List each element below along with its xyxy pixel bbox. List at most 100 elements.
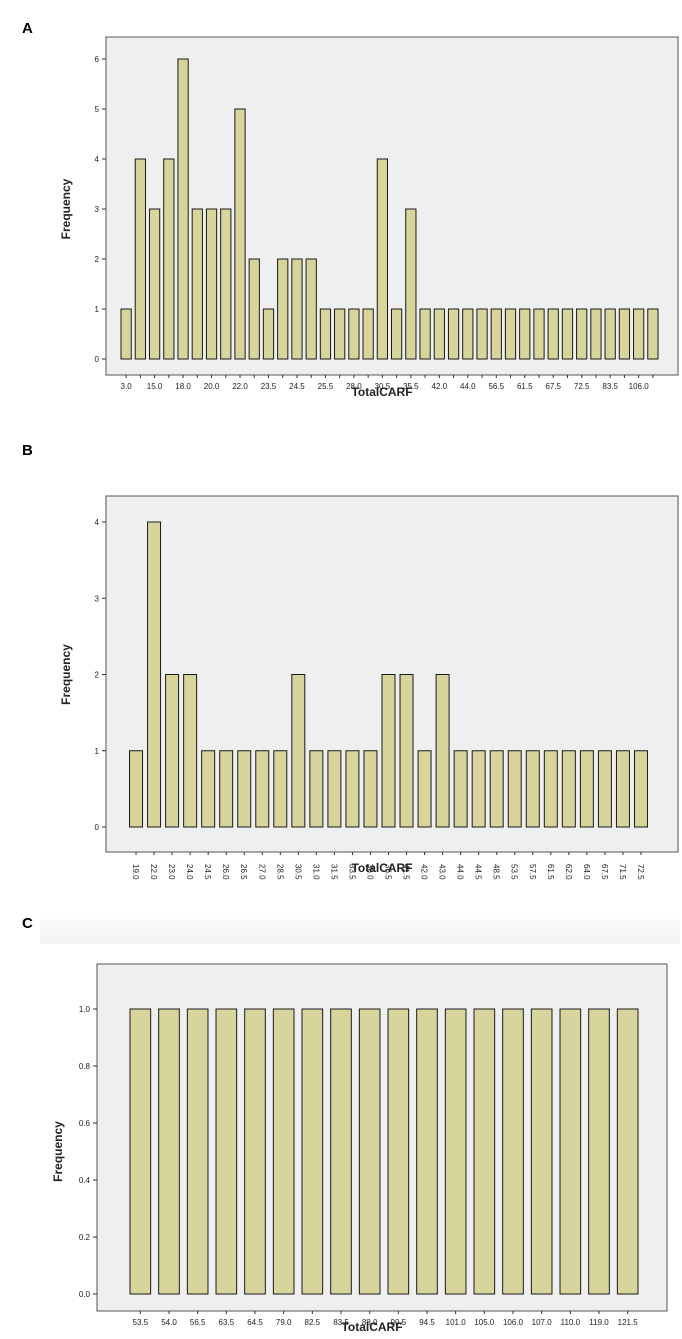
y-tick-label: 0.6 [79, 1119, 91, 1128]
x-tick-label: 36.0 [365, 864, 374, 880]
x-tick-label: 44.5 [474, 864, 483, 880]
bar [158, 1008, 180, 1295]
y-tick-label: 4 [95, 155, 100, 164]
bar [576, 308, 588, 360]
x-tick-label: 41.5 [402, 864, 411, 880]
bar [588, 1008, 610, 1295]
bar [433, 308, 445, 360]
x-tick-label: 28.0 [346, 382, 362, 391]
bar [502, 1008, 524, 1295]
x-tick-label: 83.5 [333, 1318, 349, 1327]
bar [215, 1008, 238, 1295]
x-axis-title: TotalCARF [351, 385, 412, 399]
bar [547, 308, 559, 360]
bar [490, 308, 502, 360]
x-tick-label: 110.0 [561, 1318, 581, 1327]
bar [615, 750, 630, 828]
bar [561, 308, 574, 360]
bar [244, 1008, 266, 1295]
x-tick-label: 88.0 [362, 1318, 378, 1327]
x-tick-label: 57.5 [528, 864, 537, 880]
bar [219, 750, 234, 828]
x-tick-label: 42.0 [420, 864, 429, 880]
y-tick-label: 1 [95, 305, 100, 314]
x-tick-label: 107.0 [532, 1318, 553, 1327]
x-tick-label: 35.5 [403, 382, 419, 391]
bar [291, 258, 303, 360]
x-tick-label: 72.5 [574, 382, 590, 391]
bar [381, 674, 396, 828]
x-tick-label: 94.5 [419, 1318, 435, 1327]
y-tick-label: 0 [95, 355, 100, 364]
x-tick-label: 61.5 [517, 382, 533, 391]
bar [305, 258, 317, 360]
bar [543, 750, 558, 828]
bar [616, 1008, 639, 1295]
bar [309, 750, 324, 828]
x-tick-label: 62.0 [564, 864, 573, 880]
bar [533, 308, 545, 360]
bar [220, 208, 232, 360]
bar [319, 308, 332, 360]
bar [416, 1008, 438, 1295]
x-tick-label: 24.5 [203, 864, 212, 880]
x-tick-label: 20.0 [204, 382, 220, 391]
bar [345, 750, 360, 828]
bar [473, 1008, 496, 1295]
bar [447, 308, 460, 360]
bar [462, 308, 474, 360]
bar [273, 750, 288, 828]
x-tick-label: 64.0 [582, 864, 591, 880]
y-tick-label: 0.2 [79, 1233, 91, 1242]
y-tick-label: 6 [95, 55, 100, 64]
bar [272, 1008, 295, 1295]
x-tick-label: 23.5 [261, 382, 277, 391]
x-tick-label: 121.5 [618, 1318, 639, 1327]
bar [255, 750, 270, 828]
x-tick-label: 26.0 [221, 864, 230, 880]
bar [129, 750, 144, 828]
bar [363, 750, 378, 828]
y-tick-label: 3 [95, 205, 100, 214]
bar [291, 674, 306, 828]
bar [147, 521, 162, 828]
bar [590, 308, 602, 360]
x-tick-label: 82.5 [305, 1318, 321, 1327]
x-tick-label: 22.0 [149, 864, 158, 880]
bar [604, 308, 616, 360]
bar [327, 750, 342, 828]
bar [419, 308, 431, 360]
bar [471, 750, 486, 828]
y-tick-label: 2 [95, 671, 100, 680]
x-tick-label: 67.5 [600, 864, 609, 880]
y-tick-label: 4 [95, 518, 100, 527]
x-tick-label: 48.5 [492, 864, 501, 880]
x-tick-label: 22.0 [232, 382, 248, 391]
bar-chart-c: 0.0 0.2 0.4 0.6 0.8 1.0 53.5 54.0 56.5 63.5 64.5 79… [51, 963, 668, 1334]
bar [559, 1008, 582, 1295]
x-tick-label: 64.5 [247, 1318, 263, 1327]
bar [201, 750, 216, 828]
bar [387, 1008, 410, 1295]
x-tick-label: 44.0 [456, 864, 465, 880]
bar [444, 1008, 467, 1295]
x-tick-label: 30.5 [293, 864, 302, 880]
x-tick-label: 63.5 [219, 1318, 235, 1327]
x-tick-label: 56.5 [190, 1318, 206, 1327]
x-tick-label: 67.5 [545, 382, 561, 391]
bar [507, 750, 522, 828]
bar [399, 674, 414, 828]
bar [489, 750, 504, 828]
bar [277, 258, 289, 360]
y-tick-label: 0.8 [79, 1062, 91, 1071]
x-tick-label: 28.5 [275, 864, 284, 880]
bar [330, 1008, 352, 1295]
bar [334, 308, 346, 360]
y-axis-title: Frequency [59, 644, 73, 705]
y-tick-label: 3 [95, 594, 100, 603]
x-tick-label: 30.5 [375, 382, 391, 391]
x-tick-label: 72.5 [636, 864, 645, 880]
x-tick-label: 53.5 [510, 864, 519, 880]
scan-fade-strip [40, 910, 680, 944]
bar [376, 158, 389, 360]
